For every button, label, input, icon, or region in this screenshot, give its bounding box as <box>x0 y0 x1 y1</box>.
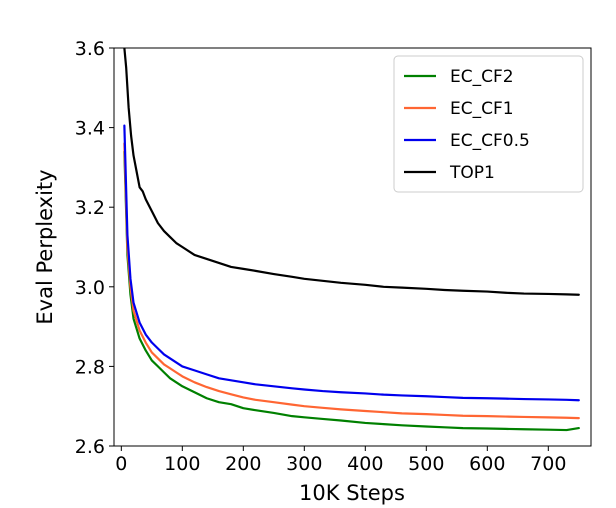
legend-entry-label: TOP1 <box>449 163 495 183</box>
x-axis-label: 10K Steps <box>299 481 405 505</box>
x-tick-label: 500 <box>408 453 444 475</box>
y-tick-label: 3.2 <box>75 197 105 219</box>
legend: EC_CF2 EC_CF1 EC_CF0.5 TOP1 <box>393 55 584 193</box>
x-tick-label: 0 <box>115 453 127 475</box>
y-tick-label: 3.0 <box>75 277 105 299</box>
series-layer <box>123 48 580 432</box>
y-tick-label: 3.6 <box>75 38 105 60</box>
x-tick-label: 100 <box>164 453 200 475</box>
legend-entry-label: EC_CF1 <box>450 99 514 119</box>
y-axis-label: Eval Perplexity <box>33 169 57 324</box>
y-axis: 2.6 2.8 3.0 3.2 3.4 3.6 <box>75 38 114 458</box>
x-axis: 0 100 200 300 400 500 600 700 <box>115 446 566 475</box>
series-line-ec-cf1 <box>123 142 580 420</box>
series-line-top1 <box>123 48 580 296</box>
x-tick-label: 300 <box>286 453 322 475</box>
legend-box <box>393 55 584 193</box>
legend-entry-label: EC_CF2 <box>450 67 514 87</box>
series-line-ec-cf2 <box>123 150 580 432</box>
x-tick-label: 200 <box>225 453 261 475</box>
plot-frame <box>113 47 592 447</box>
y-tick-label: 3.4 <box>75 118 105 140</box>
y-tick-label: 2.6 <box>75 436 105 458</box>
series-line-ec-cf0-5 <box>123 124 580 402</box>
x-tick-label: 600 <box>469 453 505 475</box>
x-tick-label: 400 <box>347 453 383 475</box>
legend-entry-label: EC_CF0.5 <box>450 131 530 151</box>
y-tick-label: 2.8 <box>75 356 105 378</box>
x-tick-label: 700 <box>530 453 566 475</box>
